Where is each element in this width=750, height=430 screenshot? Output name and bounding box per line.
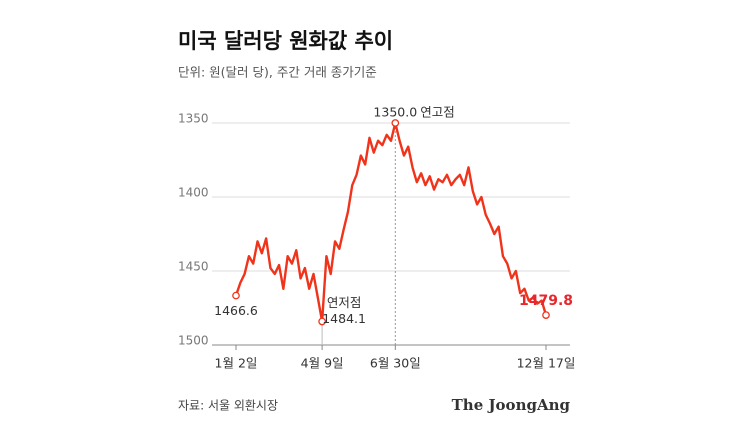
data-label: 1479.8 [519,293,573,309]
point [232,291,240,300]
chart-title: 미국 달러당 원화값 추이 [178,29,393,53]
point [318,317,326,326]
x-tick-label: 4월 9일 [301,356,344,371]
data-label: 1350.0 [373,105,417,120]
brand: The JoongAng [452,396,571,414]
annotation: 연고점 [420,105,455,120]
chart-subtitle: 단위: 원(달러 당), 주간 거래 종가기준 [178,65,377,80]
source: 자료: 서울 외환시장 [178,399,278,413]
annotation: 연저점 [327,295,362,310]
y-tick-label: 1500 [178,334,209,348]
x-tick-label: 6월 30일 [370,356,421,371]
y-tick-label: 1400 [178,186,209,200]
point [542,311,550,319]
data-label: 1484.1 [322,311,366,326]
y-tick-label: 1450 [178,260,209,274]
point [391,119,400,127]
line [234,121,548,323]
x-tick-label: 12월 17일 [517,356,576,371]
data-label: 1466.6 [214,303,258,318]
y-tick-label: 1350 [178,112,209,126]
x-tick-label: 1월 2일 [215,356,258,371]
